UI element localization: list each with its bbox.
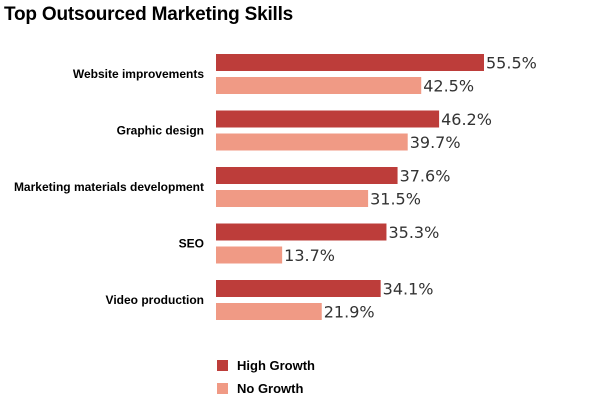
data-label-no-growth-graphic-design: 39.7% xyxy=(410,133,461,152)
chart-title: Top Outsourced Marketing Skills xyxy=(4,4,293,25)
bar-high-growth-video-production xyxy=(216,280,381,297)
category-label-website-improvements: Website improvements xyxy=(73,67,204,81)
data-label-no-growth-marketing-materials-development: 31.5% xyxy=(370,190,421,209)
bar-high-growth-graphic-design xyxy=(216,110,440,128)
category-label-graphic-design: Graphic design xyxy=(117,124,204,138)
data-label-no-growth-seo: 13.7% xyxy=(284,246,335,265)
data-label-high-growth-website-improvements: 55.5% xyxy=(486,54,537,73)
data-label-high-growth-video-production: 34.1% xyxy=(383,280,434,299)
bar-no-growth-marketing-materials-development xyxy=(216,190,369,207)
bar-no-growth-website-improvements xyxy=(216,77,422,94)
data-label-high-growth-graphic-design: 46.2% xyxy=(441,110,492,129)
bar-high-growth-marketing-materials-development xyxy=(216,167,398,184)
legend-label-high-growth: High Growth xyxy=(237,358,315,373)
bar-high-growth-website-improvements xyxy=(216,54,484,71)
category-label-marketing-materials-development: Marketing materials development xyxy=(14,180,204,194)
bar-high-growth-seo xyxy=(216,223,387,241)
data-label-no-growth-website-improvements: 42.5% xyxy=(423,77,474,96)
legend: High Growth No Growth xyxy=(217,358,315,396)
data-label-high-growth-seo: 35.3% xyxy=(388,223,439,242)
category-label-seo: SEO xyxy=(179,237,204,251)
data-label-no-growth-video-production: 21.9% xyxy=(324,303,375,322)
data-label-high-growth-marketing-materials-development: 37.6% xyxy=(400,167,451,186)
bar-no-growth-video-production xyxy=(216,303,322,320)
legend-swatch-no-growth xyxy=(217,383,228,394)
plot-area: Website improvements 55.5% 42.5% Graphic de… xyxy=(14,54,537,322)
category-label-video-production: Video production xyxy=(106,293,204,307)
legend-swatch-high-growth xyxy=(217,360,228,371)
legend-label-no-growth: No Growth xyxy=(237,381,303,396)
bar-no-growth-seo xyxy=(216,246,283,264)
bar-no-growth-graphic-design xyxy=(216,133,408,151)
